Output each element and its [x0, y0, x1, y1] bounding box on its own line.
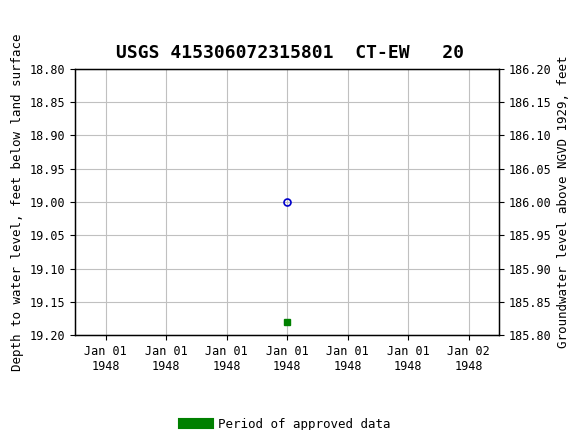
Legend: Period of approved data: Period of approved data: [179, 413, 396, 430]
Y-axis label: Depth to water level, feet below land surface: Depth to water level, feet below land su…: [12, 34, 24, 371]
Text: USGS 415306072315801  CT-EW   20: USGS 415306072315801 CT-EW 20: [116, 44, 464, 62]
Y-axis label: Groundwater level above NGVD 1929, feet: Groundwater level above NGVD 1929, feet: [557, 56, 570, 348]
Text: ≡USGS: ≡USGS: [14, 16, 81, 36]
